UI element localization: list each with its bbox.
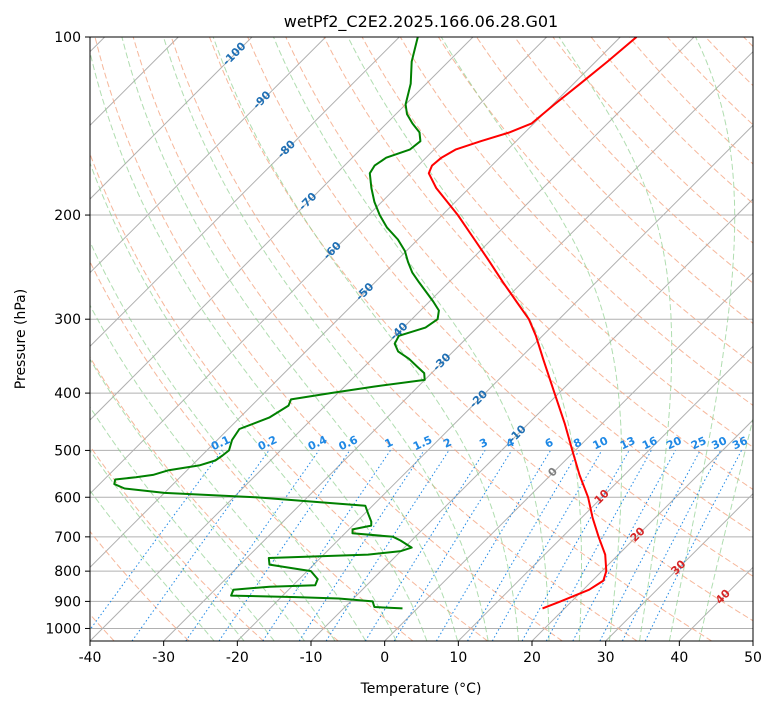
- dry-adiabat: [285, 37, 753, 534]
- plot-frame: [89, 36, 754, 642]
- x-tick-label: 0: [380, 650, 389, 666]
- mixing-ratio-line: [572, 450, 676, 641]
- dry-adiabat: [90, 530, 190, 641]
- moist-adiabat: [121, 37, 459, 641]
- dry-adiabat: [209, 37, 753, 622]
- x-tick-label: -20: [226, 650, 249, 666]
- y-axis-label: Pressure (hPa): [13, 289, 29, 389]
- dry-adiabat: [514, 37, 753, 284]
- moist-adiabat: [163, 37, 489, 641]
- axis-ticks-layer: -40 -30 -20 -10 0 10 20 30 40 50 100 200 300 400 500 60…: [45, 30, 762, 666]
- profile-traces-layer: [113, 37, 638, 610]
- isotherm-line: [90, 37, 474, 421]
- mixing-ratio-line: [491, 450, 603, 641]
- y-tick-label: 500: [54, 443, 81, 459]
- background-lines-layer: [90, 37, 753, 641]
- moist-adiabat: [90, 161, 397, 641]
- moist-adiabat: [668, 37, 736, 641]
- isotherm-line: [90, 37, 253, 200]
- mixing-ratio-label: 13: [618, 434, 637, 452]
- dry-adiabat: [399, 37, 753, 406]
- mixing-ratio-line: [90, 450, 223, 631]
- plot-area: [90, 37, 753, 641]
- y-tick-label: 600: [54, 490, 81, 506]
- dry-adiabat: [552, 37, 753, 244]
- moist-adiabat: [440, 37, 623, 641]
- isotherm-line: [457, 345, 753, 641]
- moist-adiabat: [90, 489, 215, 641]
- x-tick-label: 30: [597, 650, 615, 666]
- dry-adiabat: [590, 37, 753, 205]
- x-tick-label: -30: [152, 650, 175, 666]
- mixing-ratio-label: 25: [689, 434, 708, 452]
- y-tick-label: 1000: [45, 621, 81, 637]
- dry-adiabat: [94, 37, 563, 641]
- mixing-ratio-label: 10: [591, 434, 611, 452]
- moist-adiabat: [273, 37, 550, 641]
- mixing-ratio-line: [545, 450, 652, 641]
- y-tick-label: 300: [54, 312, 81, 328]
- dry-adiabat: [323, 37, 753, 491]
- x-tick-label: 40: [670, 650, 688, 666]
- y-tick-label: 100: [54, 30, 81, 46]
- mixing-ratio-label: 36: [730, 434, 750, 452]
- y-tick-label: 700: [54, 530, 81, 546]
- x-tick-label: -40: [79, 650, 102, 666]
- dry-adiabat: [90, 152, 488, 641]
- dry-adiabat: [437, 37, 753, 365]
- mixing-ratio-line: [364, 450, 486, 641]
- mixing-ratio-line: [393, 450, 513, 641]
- moist-adiabat: [347, 37, 582, 641]
- moist-adiabat: [90, 358, 305, 641]
- moist-adiabat: [212, 37, 520, 641]
- y-tick-label: 900: [54, 594, 81, 610]
- isotherm-line: [163, 50, 753, 641]
- mixing-ratio-line: [521, 450, 630, 641]
- x-axis-label: Temperature (°C): [360, 681, 482, 697]
- mixing-ratio-line: [218, 450, 351, 641]
- moist-adiabat: [90, 449, 245, 641]
- moist-adiabat: [90, 50, 428, 641]
- dry-adiabat: [90, 356, 339, 641]
- mixing-ratio-label: 16: [640, 434, 660, 452]
- y-tick-label: 200: [54, 208, 81, 224]
- mixing-ratio-label: 30: [710, 434, 730, 452]
- mixing-ratio-line: [467, 450, 580, 641]
- chart-title: wetPf2_C2E2.2025.166.06.28.G01: [284, 12, 558, 32]
- moist-adiabat: [90, 406, 275, 641]
- dewpoint-trace: [113, 37, 440, 610]
- moist-adiabat: [558, 37, 673, 641]
- x-tick-label: 20: [523, 650, 541, 666]
- dry-adiabat: [247, 37, 753, 577]
- isotherm-line: [90, 37, 621, 569]
- isotherm-line: [90, 37, 400, 348]
- x-tick-label: -10: [300, 650, 323, 666]
- temperature-trace: [427, 37, 638, 610]
- dry-adiabat: [361, 37, 753, 448]
- x-tick-label: 50: [744, 650, 762, 666]
- mixing-ratio-line: [435, 450, 552, 641]
- y-tick-label: 400: [54, 386, 81, 402]
- mixing-ratio-label: 20: [664, 434, 684, 452]
- isotherm-line: [605, 492, 753, 641]
- dry-adiabat: [132, 37, 638, 641]
- mixing-ratio-line: [325, 450, 450, 641]
- dry-adiabat: [90, 260, 414, 641]
- x-tick-label: 10: [449, 650, 467, 666]
- y-tick-label: 800: [54, 564, 81, 580]
- isotherm-line: [90, 37, 327, 274]
- mixing-ratio-line: [131, 450, 270, 641]
- isotherm-line: [531, 419, 753, 641]
- isotherm-line: [384, 271, 753, 641]
- isotherm-line: [90, 37, 548, 495]
